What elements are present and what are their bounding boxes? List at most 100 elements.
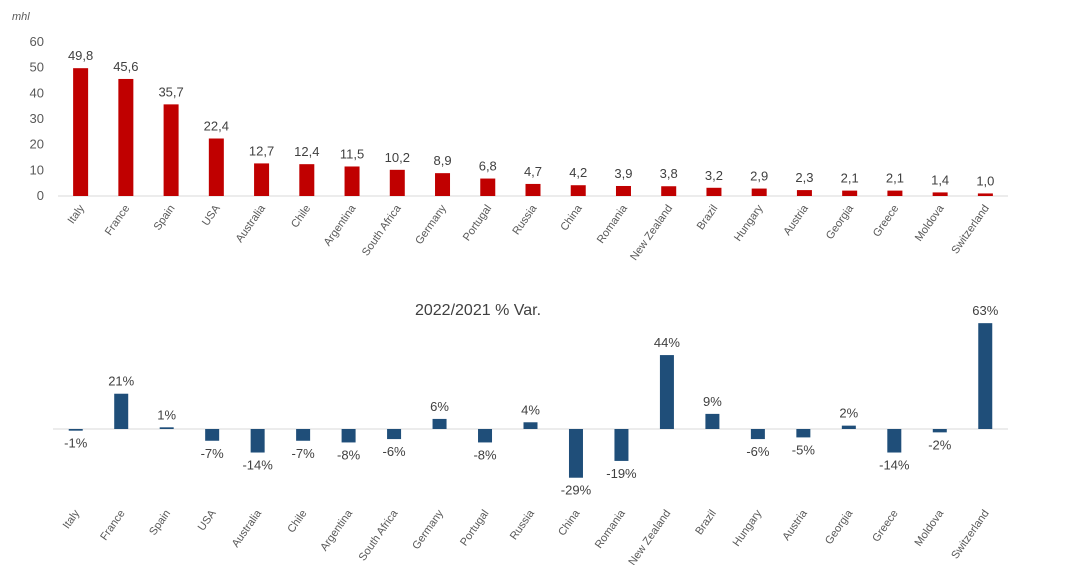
data-label: 3,9 <box>614 166 632 181</box>
category-label: Italy <box>66 202 88 226</box>
bar <box>73 68 89 196</box>
data-label: 4% <box>521 402 540 417</box>
bar <box>480 178 496 196</box>
data-label: 1% <box>157 407 176 422</box>
bar <box>750 429 765 440</box>
category-label: France <box>103 203 132 238</box>
category-label: Italy <box>61 507 83 531</box>
y-tick-label: 40 <box>30 85 44 100</box>
bar <box>932 429 947 433</box>
data-label: 22,4 <box>204 119 229 134</box>
data-label: -7% <box>201 446 225 461</box>
data-label: -19% <box>606 466 637 481</box>
bar <box>159 427 174 429</box>
category-label: Greece <box>871 203 902 239</box>
data-label: 2,1 <box>841 171 859 186</box>
data-label: 4,7 <box>524 164 542 179</box>
category-label: Germany <box>413 202 449 246</box>
category-label: Austria <box>781 202 811 238</box>
category-label: France <box>98 508 127 543</box>
category-label: Austria <box>780 507 810 543</box>
data-label: 10,2 <box>385 150 410 165</box>
bar <box>296 429 311 441</box>
data-label: 1,0 <box>976 173 994 188</box>
bar <box>478 429 493 443</box>
bar <box>389 169 405 196</box>
data-label: -7% <box>292 446 316 461</box>
bar <box>661 186 677 196</box>
bar <box>205 429 220 441</box>
bar <box>614 429 629 461</box>
data-label: 4,2 <box>569 165 587 180</box>
bar <box>842 190 858 196</box>
data-label: 11,5 <box>340 146 364 161</box>
bar <box>796 429 811 438</box>
bar <box>68 429 83 431</box>
data-label: -8% <box>337 447 361 462</box>
data-label: -6% <box>746 444 770 459</box>
bar <box>341 429 356 443</box>
bar <box>254 163 270 196</box>
bar <box>978 323 993 429</box>
y-tick-label: 20 <box>30 137 44 152</box>
bar <box>435 173 451 196</box>
data-label: 12,4 <box>294 144 319 159</box>
bar <box>887 190 903 196</box>
data-label: 3,8 <box>660 166 678 181</box>
category-label: Greece <box>870 508 901 544</box>
category-label: Chile <box>289 203 313 230</box>
category-label: Russia <box>508 507 538 542</box>
category-label: Hungary <box>731 507 765 548</box>
data-label: -6% <box>383 444 407 459</box>
data-label: 49,8 <box>68 48 93 63</box>
chart-title: 2022/2021 % Var. <box>415 302 541 319</box>
bar <box>796 190 812 196</box>
data-label: 12,7 <box>249 143 274 158</box>
bar <box>523 422 538 429</box>
category-label: Moldova <box>913 202 947 244</box>
category-label: Romania <box>595 202 631 246</box>
data-label: 2,3 <box>795 170 813 185</box>
category-label: Australia <box>230 507 265 550</box>
category-label: South Africa <box>360 202 404 258</box>
bar <box>977 193 993 196</box>
bar <box>887 429 902 453</box>
data-label: -1% <box>64 436 88 451</box>
category-label: Moldova <box>913 507 947 549</box>
bar <box>932 192 948 196</box>
category-label: Argentina <box>318 507 355 553</box>
data-label: 45,6 <box>113 59 138 74</box>
category-label: New Zealand <box>626 508 673 565</box>
bar <box>568 429 583 478</box>
bar <box>299 164 315 196</box>
data-label: 2% <box>839 406 858 421</box>
category-label: Brazil <box>693 508 719 537</box>
category-label: Chile <box>285 508 309 535</box>
category-label: Russia <box>510 202 540 237</box>
production-bar-chart: mhl 0 10 20 30 40 50 60 49,8 Italy 45,6 France 35,7 S… <box>12 11 1008 263</box>
bar <box>250 429 265 453</box>
data-label: 3,2 <box>705 168 723 183</box>
category-label: Germany <box>410 507 446 551</box>
data-label: 1,4 <box>931 172 949 187</box>
data-label: -5% <box>792 442 816 457</box>
category-label: Spain <box>152 203 178 233</box>
category-label: Hungary <box>732 202 766 243</box>
bar <box>706 187 722 196</box>
y-tick-label: 10 <box>30 162 44 177</box>
category-label: New Zealand <box>628 203 675 263</box>
bar <box>387 429 402 440</box>
category-label: Switzerland <box>949 203 991 256</box>
bar <box>615 185 631 196</box>
y-tick-label: 0 <box>37 188 44 203</box>
unit-label: mhl <box>12 11 30 23</box>
data-label: -29% <box>561 483 592 498</box>
data-label: -14% <box>242 458 273 473</box>
category-label: Spain <box>147 508 173 538</box>
data-label: 35,7 <box>158 84 183 99</box>
variation-bar-chart: 2022/2021 % Var. -1% Italy 21% France 1% Spain… <box>53 302 1008 565</box>
category-label: Romania <box>593 507 629 551</box>
bar <box>705 413 720 429</box>
category-label: Switzerland <box>949 508 991 561</box>
